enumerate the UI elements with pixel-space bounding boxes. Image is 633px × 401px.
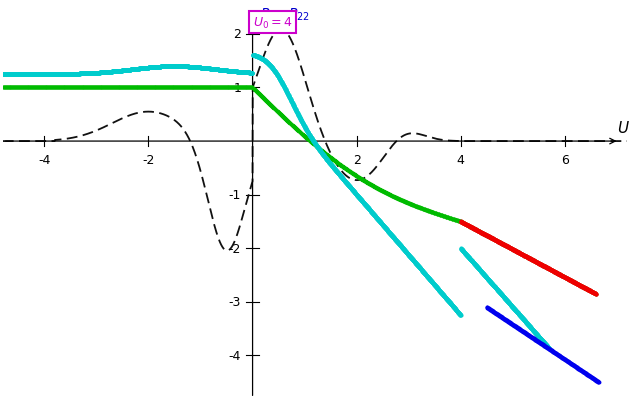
Text: -3: -3	[229, 296, 241, 308]
Text: 2: 2	[233, 28, 241, 41]
Text: -2: -2	[142, 154, 154, 166]
Text: -1: -1	[229, 189, 241, 202]
Text: -4: -4	[38, 154, 51, 166]
Text: -2: -2	[229, 242, 241, 255]
Text: $U_0 = 4$: $U_0 = 4$	[253, 16, 292, 30]
Text: -4: -4	[229, 349, 241, 362]
Text: 1: 1	[233, 82, 241, 95]
Text: 6: 6	[561, 154, 569, 166]
Text: $P_{11},P_{22}$: $P_{11},P_{22}$	[260, 7, 310, 23]
Text: 4: 4	[457, 154, 465, 166]
Text: U: U	[617, 121, 628, 136]
Text: 2: 2	[353, 154, 361, 166]
